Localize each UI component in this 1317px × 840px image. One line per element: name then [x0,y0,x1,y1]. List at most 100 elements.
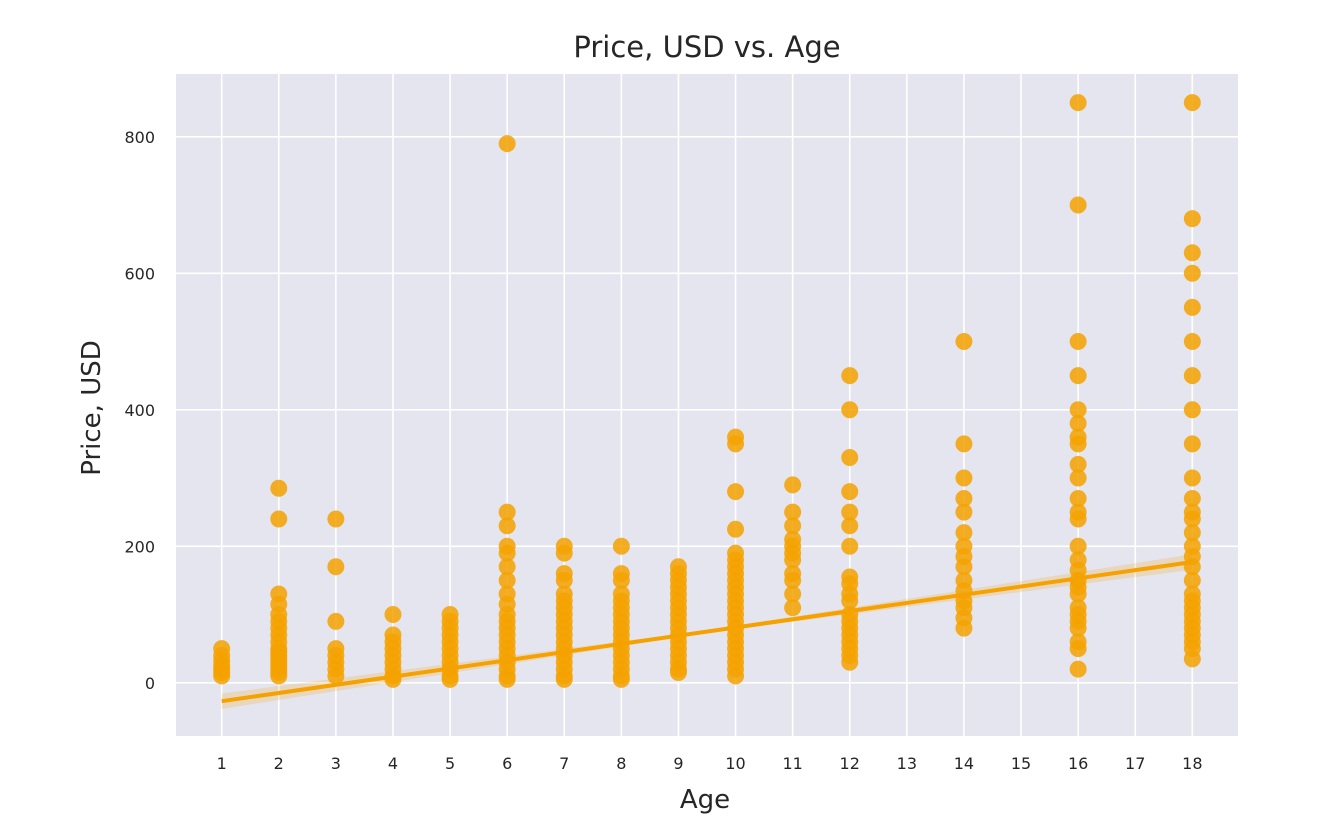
data-point [1069,196,1087,214]
data-point [1183,244,1201,262]
x-tick-label: 7 [559,754,569,773]
y-tick-labels: 0 200 400 600 800 [124,128,155,693]
data-point [1183,435,1201,453]
data-point [1183,571,1201,589]
data-point [1183,94,1201,112]
data-point [1183,401,1201,419]
x-tick-label: 6 [502,754,512,773]
data-point [555,544,573,562]
x-tick-label: 11 [782,754,802,773]
x-tick-label: 14 [954,754,974,773]
data-point [270,479,288,497]
x-tick-label: 13 [897,754,917,773]
chart-title: Price, USD vs. Age [573,30,840,64]
data-point [1183,650,1201,668]
data-point [1183,264,1201,282]
data-point [955,333,973,351]
data-point [841,401,859,419]
data-point [612,571,630,589]
x-tick-label: 16 [1068,754,1088,773]
data-point [1069,455,1087,473]
data-point [1069,469,1087,487]
data-point [841,367,859,385]
data-point [612,537,630,555]
data-point [498,503,516,521]
data-point [498,558,516,576]
data-point [955,503,973,521]
data-point [1183,469,1201,487]
data-points [213,94,1201,688]
data-point [1069,510,1087,528]
data-point [612,670,630,688]
data-point [784,585,802,603]
data-point [727,667,745,685]
data-point [1069,367,1087,385]
data-point [841,503,859,521]
data-point [498,571,516,589]
data-point [841,653,859,671]
trend-line [221,559,1193,704]
data-point [1069,660,1087,678]
data-point [1183,524,1201,542]
x-tick-label: 17 [1125,754,1145,773]
data-point [1069,640,1087,658]
x-tick-label: 2 [274,754,284,773]
data-point [1069,585,1087,603]
data-point [841,449,859,467]
data-point [784,599,802,617]
data-point [1183,510,1201,528]
data-point [784,476,802,494]
x-tick-label: 15 [1011,754,1031,773]
data-point [555,670,573,688]
data-point [327,612,345,630]
data-point [955,558,973,576]
data-point [784,503,802,521]
data-point [1069,435,1087,453]
data-point [1069,537,1087,555]
data-point [1069,94,1087,112]
data-point [955,524,973,542]
data-point [498,135,516,153]
data-point [784,551,802,569]
x-tick-label: 8 [616,754,626,773]
data-point [213,667,231,685]
x-tick-label: 3 [331,754,341,773]
data-point [270,510,288,528]
data-point [784,571,802,589]
data-point [1069,401,1087,419]
x-axis-title: Age [680,785,730,815]
y-tick-label: 200 [124,537,155,556]
data-point [327,558,345,576]
x-tick-label: 12 [840,754,860,773]
data-point [1183,210,1201,228]
plot-area [176,74,1238,736]
data-point [498,544,516,562]
y-tick-label: 0 [145,674,155,693]
data-point [841,592,859,610]
data-point [955,435,973,453]
data-point [1183,333,1201,351]
data-point [1183,489,1201,507]
data-point [1069,414,1087,432]
data-point [498,670,516,688]
data-point [727,520,745,538]
y-tick-label: 400 [124,401,155,420]
data-point [1183,367,1201,385]
x-tick-label: 18 [1182,754,1202,773]
data-point [955,619,973,637]
data-point [1069,489,1087,507]
x-tick-label: 5 [445,754,455,773]
x-tick-label: 4 [388,754,398,773]
x-tick-label: 10 [725,754,745,773]
data-point [1069,619,1087,637]
data-point [955,469,973,487]
data-point [327,667,345,685]
data-point [841,537,859,555]
data-point [841,483,859,501]
grid-lines [176,74,1238,736]
x-tick-labels: 1 2 3 4 5 6 7 8 9 10 11 12 13 14 15 16 17 18 [217,754,1203,773]
data-point [555,571,573,589]
data-point [841,517,859,535]
data-point [327,510,345,528]
